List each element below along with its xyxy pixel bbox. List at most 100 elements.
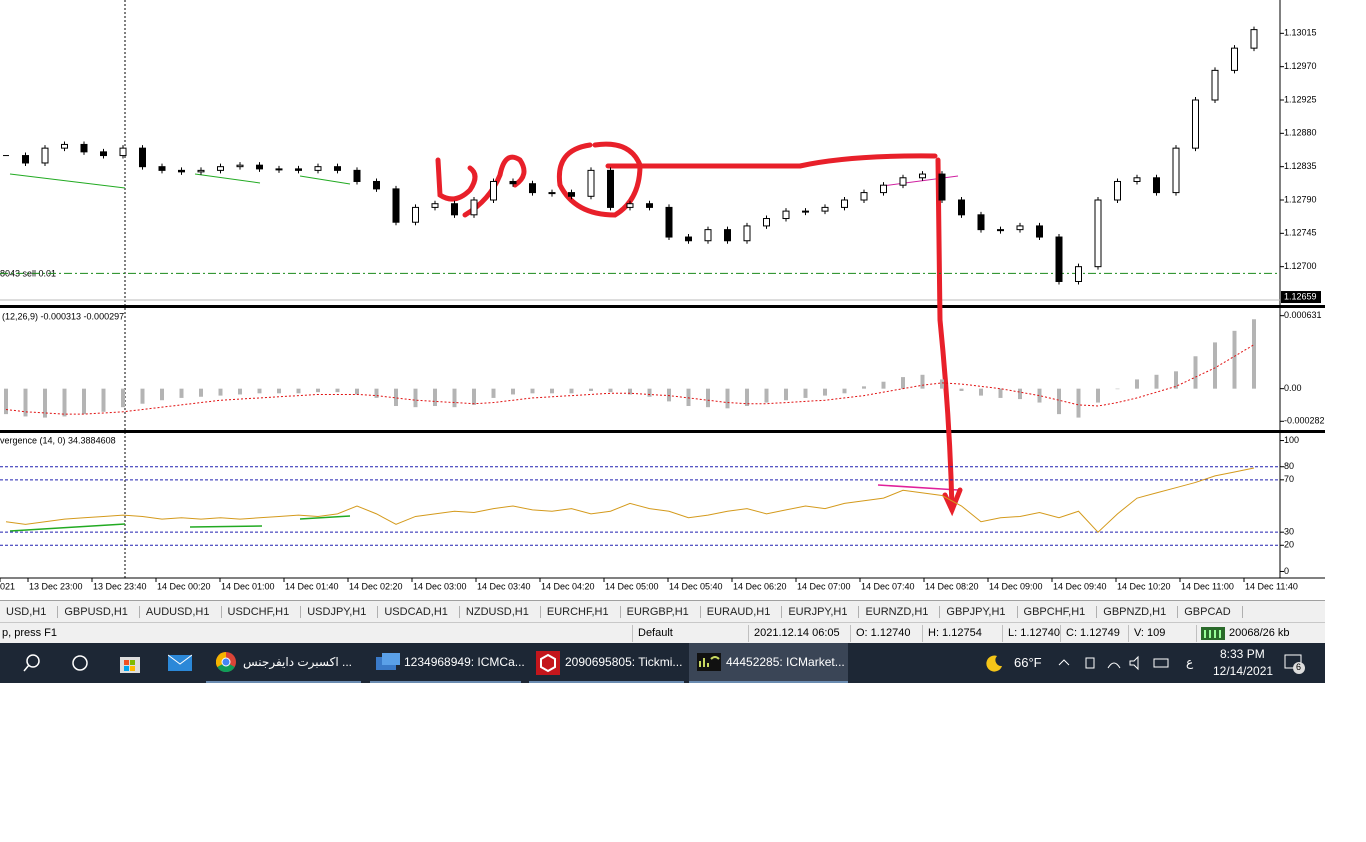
candle	[1231, 47, 1238, 71]
symbol-tab[interactable]: EURAUD,H1	[701, 606, 783, 618]
flap	[168, 654, 192, 665]
store-icon[interactable]	[119, 652, 141, 674]
mt4-window: 8043 sell 0.01 (12,26,9) -0.000313 -0.00…	[0, 0, 1325, 683]
separator	[850, 625, 851, 642]
time-label: 14 Dec 07:00	[797, 581, 851, 591]
bar-open: O: 1.12740	[856, 627, 911, 639]
macd-bar	[1037, 388, 1042, 403]
macd-bar	[101, 388, 106, 412]
app-button-active[interactable]: 44452285: ICMarket...	[689, 643, 848, 683]
divergence-line	[299, 515, 351, 520]
separator	[748, 625, 749, 642]
tile	[130, 660, 135, 665]
clock-time: 8:33 PM	[1220, 647, 1265, 661]
tray-icons[interactable]	[1056, 655, 1176, 671]
candle	[860, 192, 868, 201]
app-button[interactable]: اكسبرت دايفرجنس ...	[206, 643, 361, 683]
time-label: 13 Dec 23:00	[29, 581, 83, 591]
candle	[568, 192, 575, 197]
candle	[958, 199, 965, 216]
candle	[412, 206, 419, 223]
candle	[1192, 99, 1199, 149]
bar-low: L: 1.12740	[1008, 627, 1060, 639]
macd-bar	[1213, 342, 1217, 389]
time-label: 14 Dec 03:00	[413, 581, 467, 591]
time-label: 14 Dec 11:40	[1245, 581, 1298, 591]
y-tick-label: 1.12700	[1284, 261, 1317, 271]
symbol-tab[interactable]: NZDUSD,H1	[460, 606, 541, 618]
tile	[124, 666, 129, 671]
badge	[1293, 662, 1305, 674]
symbol-tab[interactable]: EURNZD,H1	[859, 606, 941, 618]
time-label: 14 Dec 10:20	[1117, 581, 1171, 591]
y-tick-label: 1.12835	[1284, 161, 1317, 171]
macd-bar	[764, 388, 769, 403]
symbol-tab[interactable]: USDCAD,H1	[378, 606, 460, 618]
macd-bar	[1232, 330, 1237, 389]
candle	[392, 188, 400, 223]
y-tick-label: 1.13015	[1284, 28, 1317, 38]
app-button[interactable]: 2090695805: Tickmi...	[529, 643, 684, 683]
symbol-tab[interactable]: USDJPY,H1	[301, 606, 379, 618]
macd-bar	[745, 388, 749, 407]
oscillator-label: vergence (14, 0) 34.3884608	[0, 435, 116, 445]
separator	[632, 625, 633, 642]
current-price-box	[1281, 291, 1321, 304]
macd-bar	[82, 388, 86, 415]
macd-bar	[979, 388, 983, 396]
symbol-tab[interactable]: GBPCAD	[1178, 606, 1243, 618]
separator	[1060, 625, 1061, 642]
macd-bar	[725, 388, 730, 409]
macd-bar	[413, 388, 418, 408]
candle	[1114, 180, 1121, 201]
macd-bar	[1193, 356, 1198, 389]
separator	[1002, 625, 1003, 642]
candle	[22, 155, 29, 164]
candle	[938, 173, 946, 201]
macd-bar	[472, 388, 476, 405]
symbol-tab[interactable]: EURGBP,H1	[621, 606, 701, 618]
handle	[23, 664, 30, 672]
symbol-tab[interactable]: EURJPY,H1	[782, 606, 860, 618]
candle	[256, 164, 263, 170]
macd-bar	[569, 388, 574, 394]
candle	[802, 210, 809, 213]
macd-bar	[179, 388, 184, 398]
symbol-tab[interactable]: GBPJPY,H1	[940, 606, 1018, 618]
symbol-tab[interactable]: USD,H1	[0, 606, 59, 618]
candle	[548, 192, 556, 195]
moon	[986, 655, 1002, 672]
candle	[1036, 225, 1043, 238]
task-view-icon[interactable]	[70, 653, 90, 673]
mail-icon[interactable]	[168, 653, 192, 673]
macd-bar	[1018, 388, 1022, 400]
notification-count: 6	[1296, 662, 1302, 672]
icon-bar	[1219, 630, 1221, 638]
chart-area: 8043 sell 0.01 (12,26,9) -0.000313 -0.00…	[0, 0, 1325, 592]
candle	[119, 147, 127, 157]
tile	[130, 666, 135, 671]
macd-bar	[1096, 388, 1100, 403]
notification-icon[interactable]	[1284, 653, 1306, 675]
candle	[353, 169, 361, 182]
symbol-tab[interactable]: EURCHF,H1	[541, 606, 621, 618]
symbol-tab[interactable]: GBPNZD,H1	[1097, 606, 1179, 618]
macd-bar	[218, 388, 223, 396]
time-label: 14 Dec 06:20	[733, 581, 787, 591]
center	[221, 657, 231, 667]
search-icon[interactable]	[22, 653, 42, 673]
macd-bar	[784, 388, 788, 401]
macd-bar	[277, 388, 281, 394]
time-label: 14 Dec 03:40	[477, 581, 531, 591]
symbol-tab[interactable]: GBPCHF,H1	[1018, 606, 1098, 618]
symbol-tab[interactable]: GBPUSD,H1	[58, 606, 140, 618]
macd-bar	[823, 388, 827, 396]
macd-bar	[530, 388, 535, 394]
speaker	[1129, 655, 1139, 671]
symbol-tab[interactable]: AUDUSD,H1	[140, 606, 222, 618]
candle	[217, 166, 224, 171]
app-button[interactable]: 1234968949: ICMCa...	[370, 643, 525, 683]
candle	[314, 166, 322, 171]
icon	[382, 653, 400, 665]
symbol-tab[interactable]: USDCHF,H1	[222, 606, 302, 618]
